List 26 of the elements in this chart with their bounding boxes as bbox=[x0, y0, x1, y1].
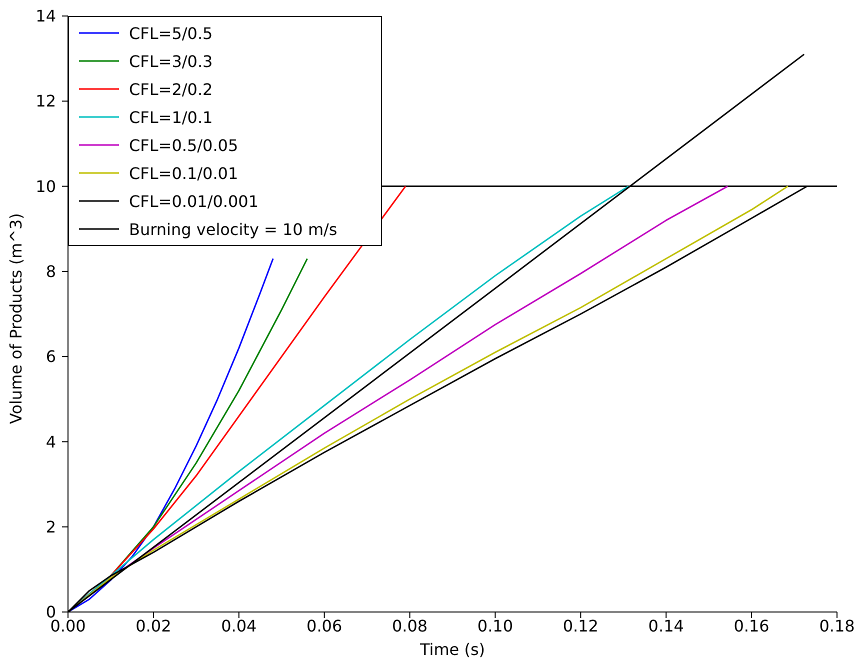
y-tick-label: 14 bbox=[36, 6, 56, 26]
legend-label: CFL=0.1/0.01 bbox=[129, 164, 238, 182]
legend-label: CFL=1/0.1 bbox=[129, 108, 213, 126]
y-tick-label: 12 bbox=[36, 92, 56, 111]
y-tick-label: 8 bbox=[46, 262, 56, 282]
y-tick-label: 2 bbox=[46, 517, 56, 536]
y-axis-title: Volume of Products (m^3) bbox=[6, 213, 26, 424]
x-tick-label: 0.18 bbox=[819, 616, 855, 636]
legend-label: CFL=0.5/0.05 bbox=[129, 136, 238, 154]
legend-label: CFL=2/0.2 bbox=[129, 80, 213, 98]
x-tick-label: 0.02 bbox=[136, 616, 172, 636]
legend-label: CFL=0.01/0.001 bbox=[129, 192, 259, 210]
x-tick-label: 0.14 bbox=[648, 616, 684, 636]
legend-label: CFL=5/0.5 bbox=[129, 24, 213, 42]
legend-label: CFL=3/0.3 bbox=[129, 52, 213, 70]
y-tick-label: 6 bbox=[46, 347, 56, 366]
legend-label: Burning velocity = 10 m/s bbox=[129, 220, 338, 238]
x-tick-label: 0.10 bbox=[477, 616, 514, 636]
x-tick-label: 0.04 bbox=[221, 616, 257, 636]
x-axis-title: Time (s) bbox=[418, 640, 486, 659]
x-tick-label: 0.16 bbox=[734, 616, 770, 636]
y-tick-label: 4 bbox=[46, 432, 56, 452]
x-tick-label: 0.08 bbox=[392, 616, 428, 636]
y-tick-label: 10 bbox=[36, 176, 56, 196]
x-tick-label: 0.06 bbox=[306, 616, 342, 636]
x-tick-label: 0.12 bbox=[562, 616, 598, 636]
